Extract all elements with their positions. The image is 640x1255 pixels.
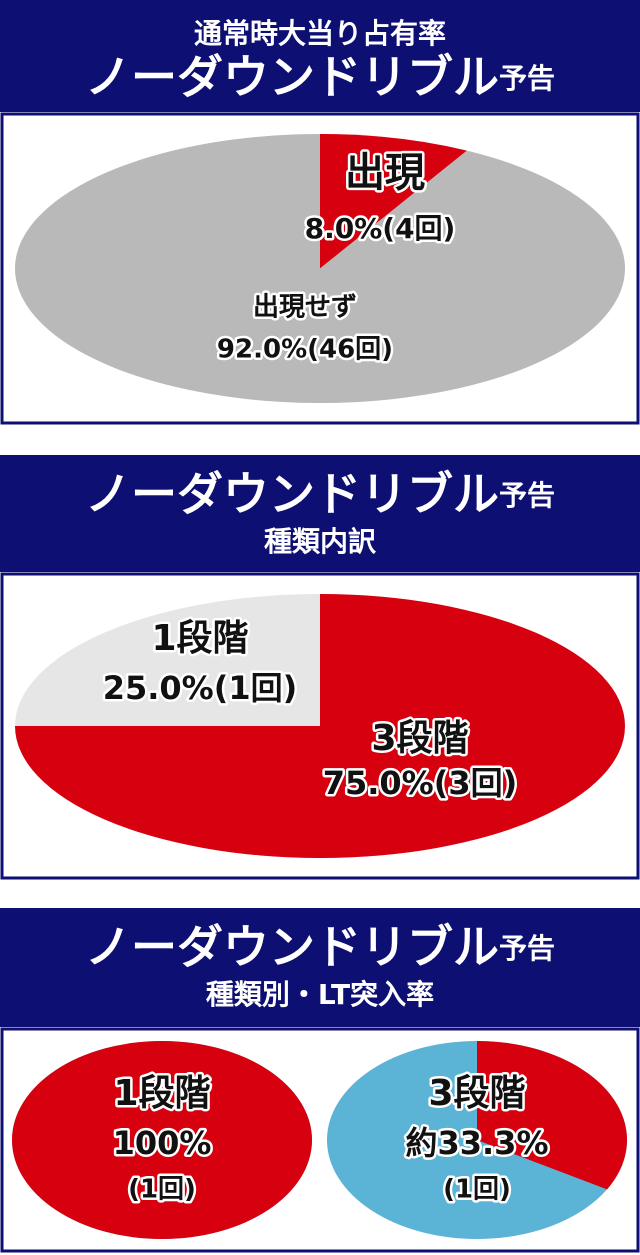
slice-name: 出現 (345, 150, 425, 196)
slice-name: 出現せず (253, 293, 357, 323)
slice-label: 8.0%(4回) (305, 212, 456, 245)
panel-subtitle: 種類内訳 (264, 525, 377, 558)
title-suffix: 予告 (499, 62, 555, 95)
pie-slice (320, 134, 467, 269)
panel-header (0, 908, 640, 1027)
slice-count: (1回) (128, 1175, 196, 1205)
slice-name: 3段階 (371, 718, 468, 759)
panel-header (0, 0, 640, 112)
panel-title: ノーダウンドリブル予告 (85, 50, 555, 104)
slice-label: 約33.3% (405, 1124, 548, 1162)
title-suffix: 予告 (499, 932, 555, 965)
slice-label: 100% (113, 1124, 212, 1162)
panel-subtitle: 種類別・LT突入率 (206, 978, 434, 1011)
slice-name: 1段階 (113, 1073, 210, 1114)
slice-name: 1段階 (151, 618, 248, 659)
slice-count: (1回) (443, 1175, 511, 1205)
pie-slice (12, 1041, 312, 1239)
title-main: ノーダウンドリブル (85, 920, 499, 974)
pie-slice (477, 1041, 627, 1190)
pie-slice (15, 594, 320, 726)
slice-label: 92.0%(46回) (217, 335, 393, 365)
title-suffix: 予告 (499, 479, 555, 512)
panel-title: ノーダウンドリブル予告 (85, 920, 555, 974)
title-main: ノーダウンドリブル (85, 50, 499, 104)
pie-slice (14, 134, 625, 403)
panel-subtitle: 通常時大当り占有率 (194, 17, 446, 50)
slice-name: 3段階 (428, 1073, 525, 1114)
slice-label: 75.0%(3回) (323, 764, 518, 802)
title-main: ノーダウンドリブル (85, 467, 499, 521)
panel-title: ノーダウンドリブル予告 (85, 467, 555, 521)
panel-header (0, 455, 640, 572)
slice-label: 25.0%(1回) (103, 669, 298, 707)
